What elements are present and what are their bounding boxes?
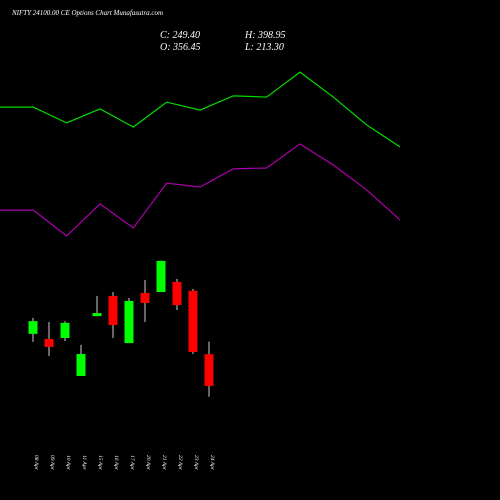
x-tick-label: 20 Apr <box>145 455 151 471</box>
ohlc-label: C: 249.40 <box>160 30 200 41</box>
candle-body <box>44 338 54 347</box>
candle-body <box>188 290 198 352</box>
x-tick-label: 09 Apr <box>49 455 55 471</box>
candle-body <box>60 322 70 339</box>
candle-body <box>76 354 86 377</box>
x-tick-label: 21 Apr <box>161 455 167 471</box>
x-tick-label: 15 Apr <box>97 455 103 471</box>
chart-title: NIFTY 24100.00 CE Options Chart Munafasu… <box>11 9 163 17</box>
candle-body <box>28 321 38 334</box>
x-tick-label: 08 Apr <box>33 455 39 471</box>
x-tick-label: 11 Apr <box>81 455 87 470</box>
ohlc-label: H: 398.95 <box>244 30 286 41</box>
x-tick-label: 22 Apr <box>177 455 183 471</box>
ohlc-label: O: 356.45 <box>160 42 201 53</box>
indicator-line <box>0 143 401 237</box>
candle-body <box>156 260 166 293</box>
x-tick-label: 23 Apr <box>193 455 199 471</box>
indicator-line <box>0 71 401 148</box>
x-tick-label: 16 Apr <box>113 455 119 471</box>
ohlc-label: L: 213.30 <box>244 42 284 53</box>
x-tick-label: 24 Apr <box>209 455 216 471</box>
candle-body <box>172 281 182 306</box>
x-tick-label: 10 Apr <box>65 455 71 471</box>
candle-body <box>204 354 214 386</box>
candle-body <box>124 300 134 344</box>
candle-body <box>92 313 102 317</box>
x-tick-label: 17 Apr <box>129 455 135 471</box>
candle-body <box>140 292 150 304</box>
candle-body <box>108 295 118 325</box>
